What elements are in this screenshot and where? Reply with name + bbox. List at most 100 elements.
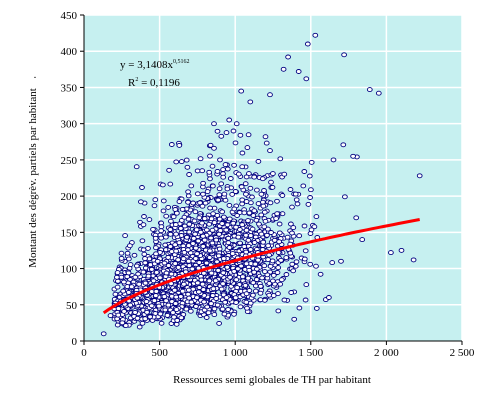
data-point bbox=[209, 293, 216, 298]
data-point bbox=[239, 164, 246, 170]
data-point bbox=[235, 266, 241, 272]
data-point bbox=[308, 187, 314, 193]
data-point bbox=[326, 295, 332, 300]
data-point bbox=[178, 159, 185, 165]
data-point bbox=[190, 235, 197, 241]
data-point bbox=[142, 256, 148, 262]
data-point bbox=[289, 230, 295, 236]
data-point bbox=[173, 307, 180, 313]
data-point bbox=[207, 176, 213, 182]
data-point bbox=[410, 257, 417, 263]
data-point bbox=[232, 140, 239, 146]
data-point bbox=[139, 185, 145, 190]
data-point bbox=[131, 252, 138, 258]
data-point bbox=[243, 299, 250, 305]
y-tick-label: 200 bbox=[61, 191, 78, 203]
data-point bbox=[140, 222, 147, 228]
data-point bbox=[290, 268, 297, 274]
data-point bbox=[242, 181, 249, 187]
data-point bbox=[171, 314, 177, 320]
data-point bbox=[215, 253, 222, 259]
data-point bbox=[161, 260, 168, 266]
data-point bbox=[398, 247, 405, 253]
data-point bbox=[167, 244, 174, 249]
data-point bbox=[192, 231, 198, 237]
data-point bbox=[211, 121, 217, 127]
data-point bbox=[185, 193, 192, 199]
data-point bbox=[232, 295, 239, 301]
data-point bbox=[207, 205, 213, 211]
data-point bbox=[247, 185, 254, 191]
data-point bbox=[293, 197, 300, 203]
data-point bbox=[193, 227, 200, 233]
data-point bbox=[199, 168, 206, 174]
data-point bbox=[270, 171, 276, 177]
y-tick-label: 450 bbox=[61, 10, 78, 22]
data-point bbox=[140, 247, 147, 253]
data-point bbox=[125, 289, 132, 295]
data-point bbox=[182, 269, 189, 275]
data-point bbox=[118, 255, 125, 261]
data-point bbox=[222, 162, 229, 168]
data-point bbox=[252, 288, 259, 294]
data-point bbox=[214, 212, 221, 218]
data-point bbox=[153, 245, 159, 251]
data-point bbox=[281, 297, 288, 303]
data-point bbox=[172, 222, 179, 228]
data-point bbox=[276, 239, 282, 245]
data-point bbox=[158, 228, 164, 234]
data-point bbox=[359, 237, 366, 243]
data-point bbox=[278, 277, 285, 283]
data-point bbox=[160, 198, 167, 204]
data-point bbox=[188, 183, 195, 189]
data-point bbox=[118, 250, 125, 256]
data-point bbox=[215, 197, 222, 203]
data-point bbox=[251, 174, 258, 180]
data-point bbox=[275, 265, 282, 271]
data-point bbox=[171, 287, 178, 293]
data-point bbox=[243, 191, 249, 197]
data-point bbox=[234, 213, 240, 218]
x-tick-label: 2 000 bbox=[374, 347, 399, 359]
data-point bbox=[350, 153, 356, 159]
data-point bbox=[150, 278, 157, 284]
data-point bbox=[136, 324, 143, 330]
data-point bbox=[204, 189, 211, 195]
data-point bbox=[223, 227, 230, 233]
data-point bbox=[262, 218, 269, 224]
y-axis-dot: . bbox=[34, 69, 37, 81]
data-point bbox=[220, 174, 227, 180]
data-point bbox=[226, 117, 233, 123]
data-point bbox=[160, 208, 167, 214]
data-point bbox=[218, 181, 225, 187]
data-point bbox=[214, 302, 221, 308]
data-point bbox=[146, 217, 153, 223]
data-point bbox=[302, 297, 309, 303]
data-point bbox=[244, 305, 250, 311]
data-point bbox=[208, 301, 214, 307]
data-point bbox=[184, 234, 190, 240]
data-point bbox=[301, 256, 308, 262]
data-point bbox=[231, 311, 237, 317]
data-point bbox=[201, 216, 208, 222]
data-point bbox=[330, 157, 337, 163]
data-point bbox=[313, 263, 319, 269]
data-point bbox=[305, 201, 312, 207]
data-point bbox=[259, 247, 266, 252]
data-point bbox=[158, 320, 165, 326]
data-point bbox=[162, 242, 169, 248]
data-point bbox=[216, 246, 223, 252]
data-point bbox=[207, 142, 214, 148]
data-point bbox=[260, 203, 267, 209]
x-tick-label: 500 bbox=[151, 347, 168, 359]
data-point bbox=[257, 297, 264, 303]
data-point bbox=[366, 87, 373, 93]
data-point bbox=[261, 188, 267, 193]
data-point bbox=[168, 142, 175, 147]
data-point bbox=[229, 251, 236, 257]
data-point bbox=[224, 186, 231, 192]
data-point bbox=[216, 186, 223, 192]
data-point bbox=[194, 168, 201, 174]
data-point bbox=[200, 191, 206, 197]
data-point bbox=[192, 209, 199, 215]
